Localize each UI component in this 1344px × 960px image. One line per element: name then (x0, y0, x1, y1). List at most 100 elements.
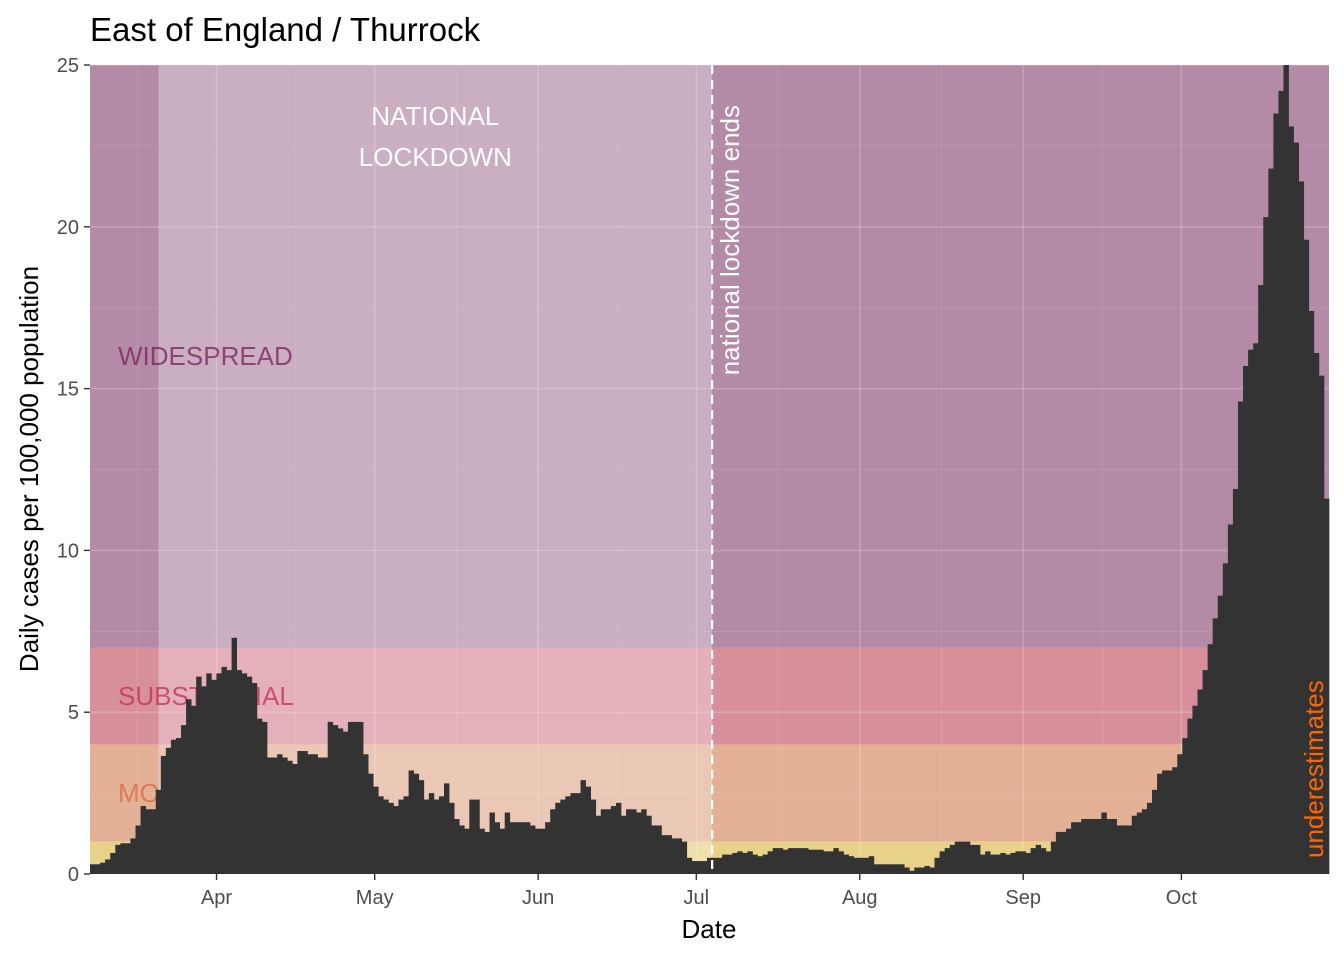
bar (853, 857, 860, 874)
bar (550, 809, 556, 874)
bar (393, 806, 399, 874)
bar (1152, 789, 1158, 874)
bar (696, 861, 703, 874)
bar (600, 809, 607, 874)
bar (676, 838, 683, 874)
x-tick-label: Apr (201, 887, 232, 909)
band-widespread (90, 65, 1329, 648)
bar (924, 865, 930, 874)
bar (1268, 168, 1274, 874)
bar (904, 867, 910, 874)
bar (919, 867, 925, 874)
bar (201, 686, 207, 874)
bar (312, 754, 318, 874)
bar (899, 864, 905, 874)
bar (499, 828, 506, 874)
underestimates-label: underestimates (1299, 680, 1329, 858)
bar (347, 721, 354, 874)
bar (358, 721, 364, 874)
bar (717, 857, 723, 874)
bar (1091, 818, 1097, 874)
bar (1187, 718, 1193, 874)
bar (1263, 217, 1269, 875)
bar (838, 851, 844, 874)
bar (868, 856, 875, 874)
bar (272, 757, 278, 874)
bar (954, 841, 961, 874)
x-axis: Apr May Jun Jul Aug Sep Oct (201, 874, 1197, 909)
bar (1000, 852, 1006, 874)
bar (1318, 375, 1325, 874)
bar (524, 822, 531, 874)
bar (787, 848, 794, 874)
bar (555, 802, 561, 874)
bar (535, 828, 541, 874)
y-tick-label: 25 (57, 55, 79, 77)
bar (575, 793, 581, 874)
bar (1111, 818, 1117, 874)
band-label-widespread: WIDESPREAD (118, 341, 293, 371)
bar (469, 799, 475, 874)
y-tick-label: 20 (57, 217, 79, 239)
bar (964, 841, 971, 874)
bar (206, 673, 212, 874)
bar (767, 851, 774, 874)
bar (388, 802, 394, 874)
bar (803, 848, 809, 874)
y-tick-label: 15 (57, 379, 79, 401)
bar (1298, 181, 1305, 875)
bar (251, 683, 258, 874)
bar (565, 796, 571, 874)
bar (818, 849, 824, 874)
bar (135, 825, 141, 874)
bar (666, 835, 672, 874)
bar (828, 851, 834, 874)
bar (1015, 851, 1021, 874)
bar (560, 799, 566, 874)
bar (196, 676, 202, 874)
bar (894, 864, 900, 874)
bar (580, 780, 586, 874)
y-axis-title: Daily cases per 100,000 population (14, 266, 44, 672)
bar (1025, 852, 1031, 874)
bar (843, 854, 849, 874)
lockdown-end-label: national lockdown ends (715, 105, 745, 375)
bar (808, 849, 814, 874)
lockdown-label-line: LOCKDOWN (359, 142, 512, 172)
bar (858, 857, 865, 874)
bar (636, 812, 642, 874)
y-tick-label: 5 (68, 702, 79, 724)
y-tick-label: 0 (68, 864, 79, 886)
bar (246, 676, 253, 874)
bar (823, 851, 829, 874)
bar (1157, 773, 1163, 874)
bar (1030, 848, 1037, 874)
bar (969, 844, 976, 874)
bar (211, 679, 217, 874)
bar (777, 848, 784, 874)
bar (494, 822, 500, 874)
bar (782, 849, 789, 874)
y-tick-label: 10 (57, 540, 79, 562)
bar (1060, 831, 1067, 874)
bar (610, 806, 617, 874)
x-tick-label: Aug (842, 887, 878, 909)
bar (792, 848, 799, 874)
bar (1101, 812, 1107, 874)
bar (1243, 365, 1249, 874)
bar (1273, 113, 1279, 875)
bar (449, 802, 455, 874)
lockdown-label: NATIONAL LOCKDOWN (359, 101, 512, 172)
bar (277, 754, 283, 874)
bar (727, 854, 733, 874)
bar (125, 843, 131, 874)
bar (701, 861, 708, 874)
bar (813, 849, 819, 874)
bar (929, 867, 935, 874)
bar (1283, 65, 1289, 874)
bar (798, 848, 804, 874)
bar (595, 815, 602, 874)
bar (1020, 851, 1026, 874)
bar (428, 793, 435, 874)
